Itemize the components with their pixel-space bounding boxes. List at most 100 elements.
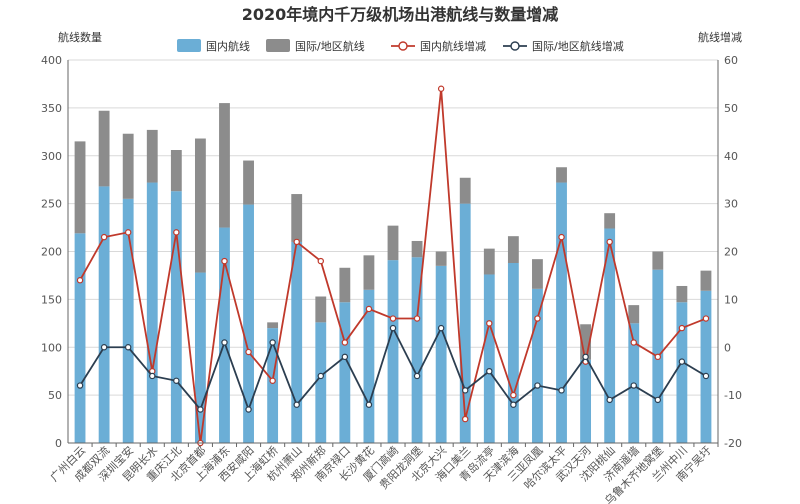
line-point bbox=[462, 387, 469, 394]
line-point bbox=[317, 372, 324, 380]
bar bbox=[339, 267, 351, 303]
bar bbox=[604, 213, 616, 229]
line-point bbox=[269, 377, 276, 384]
bar bbox=[459, 203, 471, 443]
bar bbox=[556, 182, 567, 443]
right-tick-label: 20 bbox=[724, 246, 738, 259]
bar bbox=[483, 274, 495, 443]
legend-swatch bbox=[177, 39, 201, 52]
line-point bbox=[389, 315, 397, 322]
bar bbox=[532, 259, 543, 289]
bar bbox=[243, 204, 254, 443]
bar bbox=[363, 255, 375, 290]
bar bbox=[74, 141, 86, 234]
right-tick-label: -20 bbox=[724, 437, 742, 450]
bar bbox=[411, 257, 423, 443]
right-tick-label: 0 bbox=[724, 341, 731, 354]
line-point bbox=[654, 396, 662, 404]
bar bbox=[387, 225, 399, 261]
bar bbox=[532, 288, 543, 443]
bar bbox=[243, 160, 254, 205]
right-tick-label: 40 bbox=[724, 150, 738, 163]
legend-swatch bbox=[266, 39, 290, 52]
bar bbox=[676, 285, 688, 303]
bar bbox=[604, 228, 616, 443]
bar bbox=[580, 359, 592, 443]
bar bbox=[459, 177, 471, 204]
bar bbox=[387, 260, 399, 443]
line-point bbox=[293, 238, 300, 246]
line-point bbox=[486, 320, 493, 327]
bar bbox=[676, 302, 688, 443]
line-point bbox=[654, 353, 662, 361]
bar bbox=[170, 150, 182, 192]
left-tick-label: 150 bbox=[41, 293, 62, 306]
right-axis-title: 航线增减 bbox=[698, 30, 742, 44]
line-point bbox=[678, 358, 686, 365]
right-tick-label: 30 bbox=[724, 198, 738, 211]
bar bbox=[219, 103, 230, 228]
bar bbox=[98, 110, 110, 187]
bar bbox=[74, 233, 86, 443]
line-point bbox=[245, 406, 252, 413]
bar bbox=[556, 167, 567, 183]
line-point bbox=[702, 372, 710, 380]
bar bbox=[122, 133, 134, 199]
bar bbox=[628, 305, 640, 324]
line-point bbox=[269, 339, 276, 346]
legend-label: 国内航线增减 bbox=[420, 39, 486, 53]
bar bbox=[98, 186, 110, 443]
left-tick-label: 400 bbox=[41, 54, 62, 67]
legend: 国内航线 国际/地区航线 国内航线增减 国际/地区航线增减 bbox=[177, 39, 624, 53]
left-tick-label: 200 bbox=[41, 246, 62, 259]
line-point bbox=[293, 401, 300, 408]
line-point bbox=[558, 387, 565, 394]
bar bbox=[194, 138, 206, 273]
chart-title: 2020年境内千万级机场出港航线与数量增减 bbox=[242, 5, 559, 24]
line-point bbox=[534, 382, 541, 389]
line-point bbox=[510, 401, 517, 408]
line-point bbox=[486, 367, 493, 375]
bar bbox=[700, 270, 712, 291]
bar bbox=[435, 265, 447, 443]
left-axis-title: 航线数量 bbox=[58, 30, 102, 44]
bar-series bbox=[74, 103, 712, 443]
bar bbox=[700, 290, 712, 443]
legend-label: 国际/地区航线 bbox=[295, 39, 365, 53]
line-point bbox=[124, 344, 132, 351]
bar bbox=[580, 324, 592, 360]
line-point bbox=[630, 382, 637, 389]
line-point bbox=[437, 85, 445, 92]
legend-label: 国际/地区航线增减 bbox=[532, 39, 624, 53]
left-tick-label: 50 bbox=[48, 389, 62, 402]
bar bbox=[122, 198, 134, 443]
left-tick-label: 350 bbox=[41, 102, 62, 115]
right-tick-label: 50 bbox=[724, 102, 738, 115]
line-point bbox=[702, 315, 710, 322]
line-point bbox=[437, 324, 445, 332]
legend-marker bbox=[398, 41, 408, 51]
line-point bbox=[582, 353, 589, 361]
line-point bbox=[365, 401, 373, 408]
bar bbox=[291, 241, 303, 443]
line-point bbox=[389, 324, 397, 332]
bar bbox=[146, 182, 158, 443]
right-tick-label: 60 bbox=[724, 54, 738, 67]
bar bbox=[194, 272, 206, 443]
line-point bbox=[534, 315, 541, 322]
line-point bbox=[462, 415, 469, 423]
line-point bbox=[317, 257, 324, 265]
line-point bbox=[197, 406, 204, 413]
left-tick-label: 250 bbox=[41, 198, 62, 211]
legend-marker bbox=[510, 41, 520, 51]
line-series bbox=[76, 85, 710, 447]
bar bbox=[315, 296, 327, 323]
bar bbox=[291, 194, 303, 242]
bar bbox=[652, 251, 664, 270]
legend-label: 国内航线 bbox=[206, 39, 250, 53]
bar bbox=[267, 328, 279, 443]
right-tick-label: 10 bbox=[724, 293, 738, 306]
line-point bbox=[76, 277, 84, 284]
line-point bbox=[100, 344, 108, 351]
line-point bbox=[678, 324, 686, 332]
